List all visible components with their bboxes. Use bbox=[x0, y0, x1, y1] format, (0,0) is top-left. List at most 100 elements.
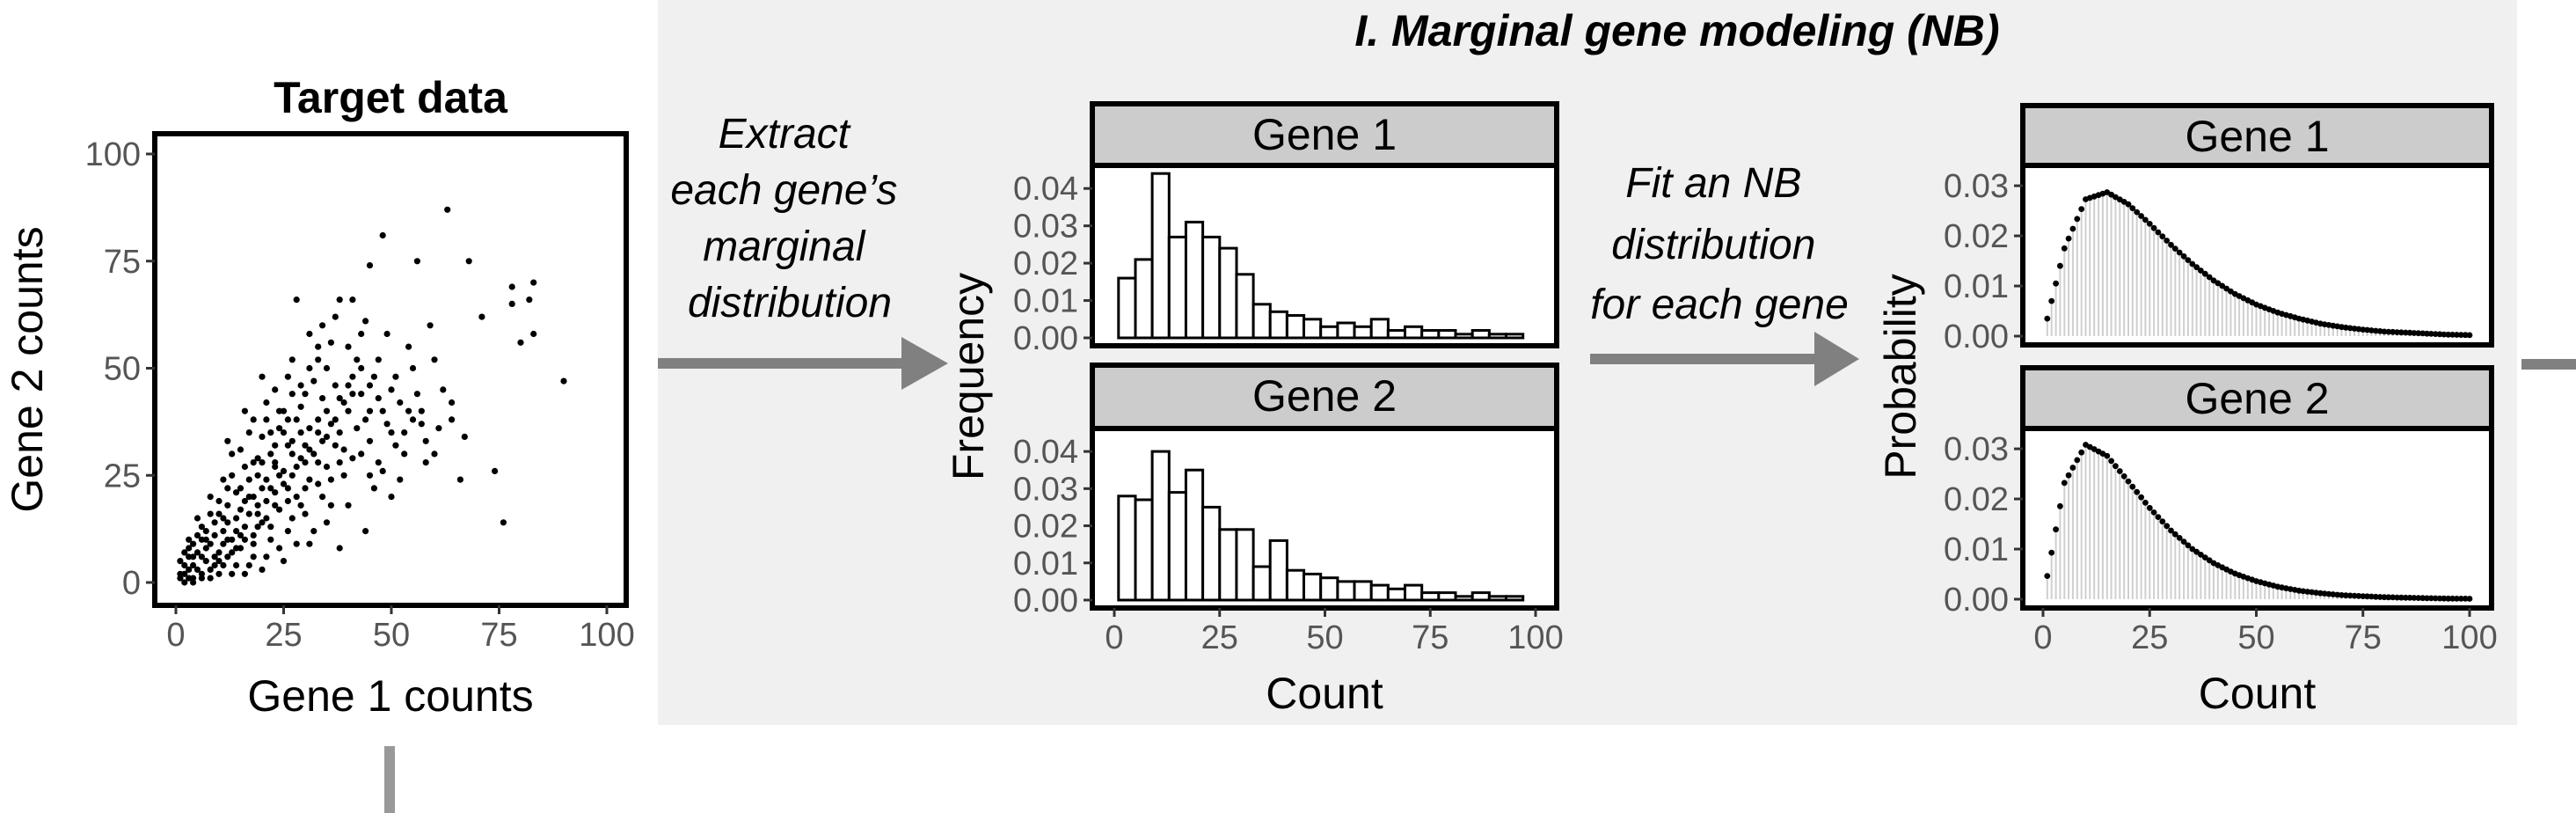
histogram-bar bbox=[1319, 576, 1339, 602]
nb-prob-point bbox=[2104, 452, 2111, 459]
nb-prob-point bbox=[2155, 229, 2162, 236]
nb-prob-point bbox=[2419, 330, 2426, 337]
scatter-point bbox=[193, 515, 201, 522]
arrow-fit bbox=[1590, 332, 1859, 386]
histogram-bar bbox=[1369, 583, 1390, 602]
nb-prob-point bbox=[2436, 595, 2443, 602]
scatter-point bbox=[233, 528, 240, 535]
nb-prob-point bbox=[2069, 225, 2076, 232]
scatter-point bbox=[478, 313, 485, 320]
scatter-point bbox=[272, 502, 279, 509]
nb-prob-point bbox=[2219, 282, 2226, 289]
histogram-bar bbox=[1252, 303, 1272, 340]
scatter-point bbox=[229, 549, 236, 556]
scatter-point bbox=[306, 446, 313, 453]
nb-prob-point bbox=[2069, 465, 2076, 471]
scatter-point bbox=[327, 339, 334, 346]
scatter-point bbox=[245, 476, 252, 483]
gene-2-nb-strip-label: Gene 2 bbox=[2185, 374, 2329, 423]
x-tick-label: 100 bbox=[579, 617, 634, 654]
scatter-point bbox=[202, 545, 209, 552]
scatter-point bbox=[379, 407, 386, 414]
scatter-point bbox=[288, 391, 296, 398]
scatter-point bbox=[366, 437, 374, 444]
y-tick-label: 0.01 bbox=[1013, 546, 1078, 582]
scatter-point bbox=[288, 515, 296, 522]
scatter-point bbox=[280, 480, 288, 487]
nb-prob-point bbox=[2065, 235, 2072, 242]
arrow-extract bbox=[658, 337, 948, 390]
scatter-point bbox=[418, 421, 425, 428]
scatter-point bbox=[284, 485, 291, 492]
histogram-bar bbox=[1437, 329, 1457, 340]
scatter-point bbox=[272, 386, 279, 393]
scatter-point bbox=[448, 416, 456, 423]
histogram-bar bbox=[1184, 220, 1205, 340]
nb-prob-point bbox=[2108, 458, 2115, 465]
scatter-point bbox=[215, 558, 223, 565]
scatter-point bbox=[224, 485, 231, 492]
scatter-point bbox=[302, 459, 309, 466]
scatter-point bbox=[418, 407, 425, 414]
scatter-point bbox=[302, 485, 309, 492]
y-tick-label: 100 bbox=[85, 136, 141, 173]
x-tick-label: 75 bbox=[1412, 619, 1449, 656]
histogram-bar bbox=[1404, 583, 1424, 602]
nb-y-axis-label: Probability bbox=[1876, 274, 1925, 479]
scatter-point bbox=[202, 528, 209, 535]
histogram-bar bbox=[1487, 333, 1508, 340]
scatter-point bbox=[362, 318, 369, 325]
scatter-point bbox=[349, 455, 356, 462]
scatter-point bbox=[186, 536, 193, 543]
scatter-point bbox=[388, 386, 395, 393]
scatter-point bbox=[358, 330, 365, 338]
scatter-point bbox=[276, 506, 283, 513]
nb-prob-point bbox=[2125, 478, 2132, 485]
scatter-point bbox=[323, 463, 331, 471]
histogram-bar bbox=[1487, 595, 1508, 602]
scatter-point bbox=[237, 485, 244, 492]
y-tick-label: 0.03 bbox=[1013, 209, 1078, 245]
scatter-point bbox=[272, 489, 279, 496]
nb-prob-point bbox=[2142, 499, 2149, 506]
nb-prob-point bbox=[2364, 593, 2371, 600]
scatter-point bbox=[215, 510, 223, 517]
nb-prob-point bbox=[2454, 332, 2460, 338]
nb-prob-point bbox=[2394, 329, 2401, 335]
nb-prob-point bbox=[2189, 546, 2196, 553]
scatter-point bbox=[422, 437, 429, 444]
scatter-point bbox=[215, 549, 223, 556]
scatter-point bbox=[431, 450, 438, 458]
histogram-bar bbox=[1201, 505, 1222, 602]
scatter-point bbox=[306, 476, 313, 483]
scatter-point bbox=[405, 343, 412, 350]
histogram-bar bbox=[1235, 273, 1255, 340]
scatter-point bbox=[422, 459, 429, 466]
nb-prob-point bbox=[2415, 595, 2422, 601]
scatter-point bbox=[370, 485, 377, 492]
scatter-point bbox=[241, 463, 248, 471]
nb-prob-point bbox=[2462, 596, 2469, 602]
nb-prob-point bbox=[2176, 535, 2183, 541]
scatter-point bbox=[526, 297, 533, 304]
scatter-point bbox=[263, 416, 270, 423]
nb-prob-point bbox=[2390, 594, 2397, 601]
scatter-point bbox=[245, 561, 252, 569]
nb-prob-point bbox=[2168, 241, 2174, 248]
scatter-point bbox=[241, 536, 248, 543]
scatter-point bbox=[310, 377, 317, 385]
x-tick-label: 25 bbox=[265, 617, 302, 654]
x-tick-label: 25 bbox=[2131, 619, 2168, 656]
scatter-point bbox=[267, 450, 274, 458]
scatter-point bbox=[280, 429, 288, 436]
nb-prob-point bbox=[2419, 595, 2426, 602]
scatter-point bbox=[193, 566, 201, 574]
scatter-point bbox=[336, 459, 343, 466]
scatter-point bbox=[435, 425, 442, 432]
nb-prob-point bbox=[2159, 518, 2166, 525]
nb-prob-point bbox=[2057, 502, 2063, 509]
scatter-point bbox=[190, 561, 197, 569]
nb-prob-point bbox=[2427, 331, 2434, 337]
scatter-point bbox=[362, 528, 369, 535]
